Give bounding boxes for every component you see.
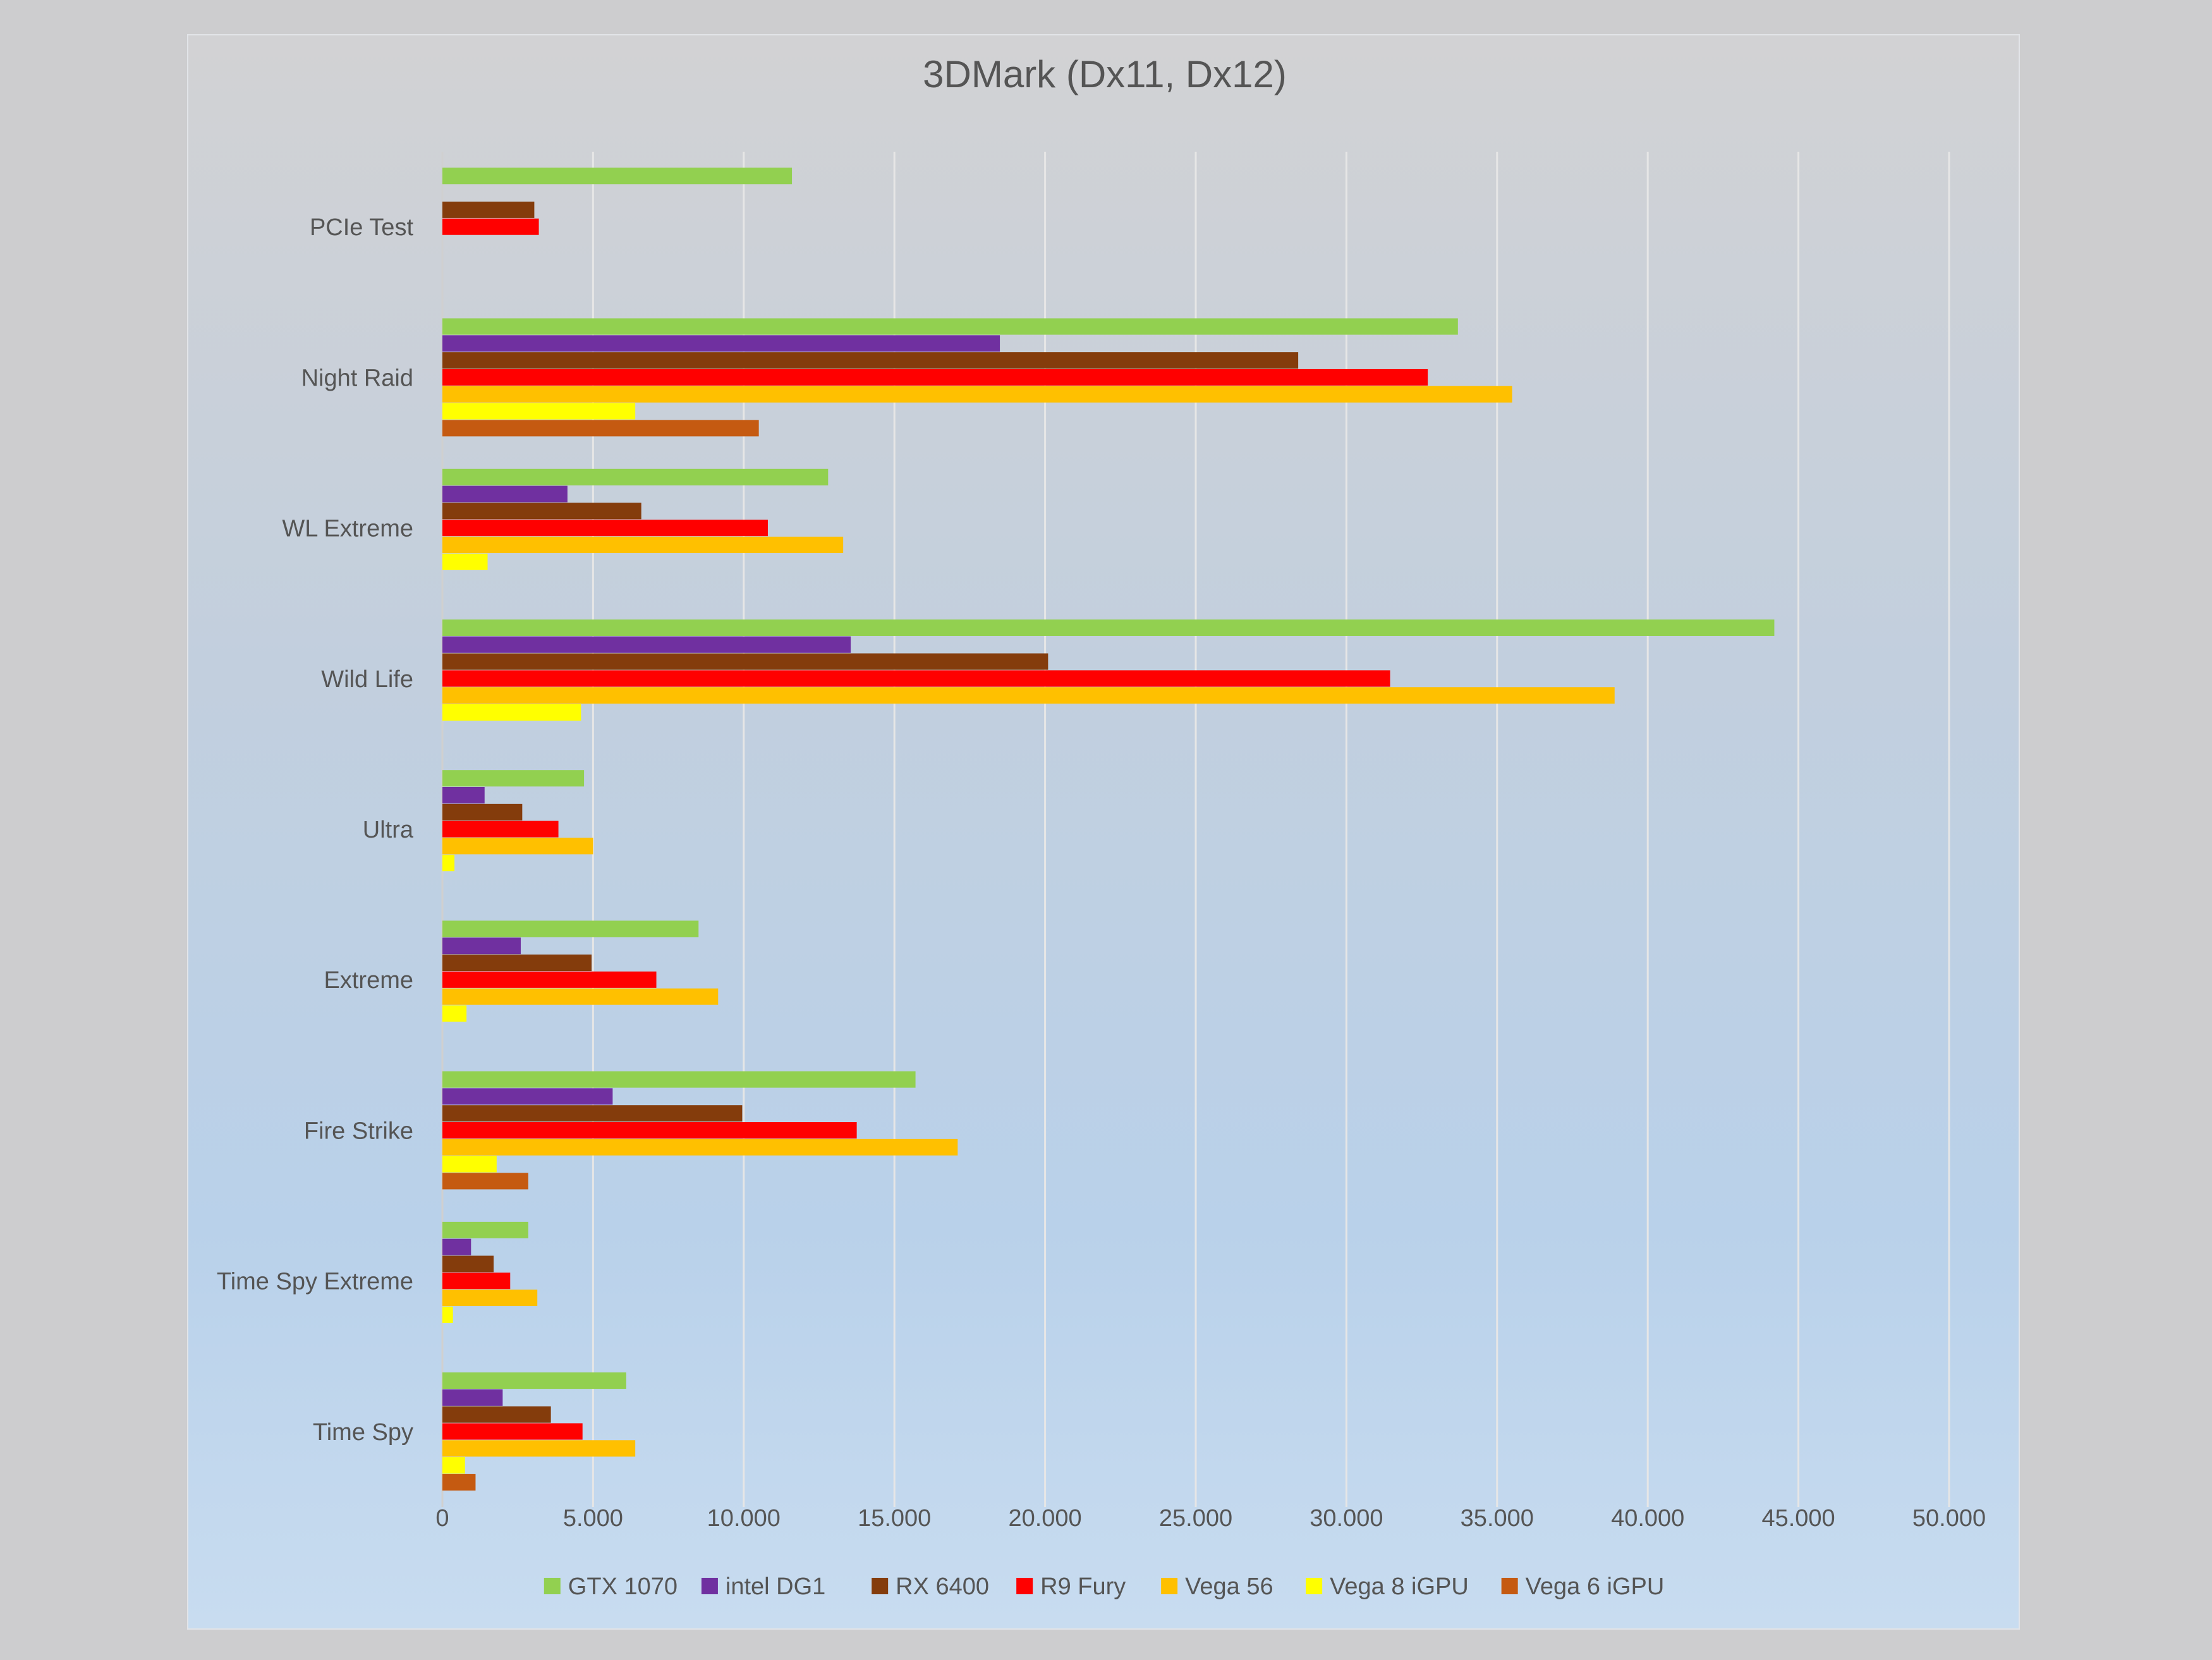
- bar-chart: 3DMark (Dx11, Dx12) Time Spy Time Spy Ext…: [217, 53, 1986, 1600]
- bar-intel-dg1-extreme: [442, 937, 521, 955]
- bar-vega-8-igpu-time-spy: [442, 1457, 465, 1474]
- bar-rx-6400-fire-strike: [442, 1105, 743, 1122]
- bar-rx-6400-night-raid: [442, 352, 1299, 369]
- x-tick-label: 10.000: [707, 1505, 781, 1532]
- category-label: Ultra: [363, 817, 414, 843]
- bar-rx-6400-extreme: [442, 955, 592, 972]
- bar-vega-6-igpu-fire-strike: [442, 1173, 528, 1190]
- category-label: Night Raid: [301, 365, 413, 391]
- x-tick-label: 20.000: [1008, 1505, 1081, 1532]
- legend-swatch-intel-dg1: [701, 1578, 718, 1594]
- legend-swatch-rx-6400: [872, 1578, 889, 1594]
- bar-rx-6400-wild-life: [442, 653, 1048, 670]
- x-tick-label: 0: [435, 1505, 449, 1532]
- bar-vega-56-extreme: [442, 988, 719, 1005]
- bar-gtx-1070-night-raid: [442, 318, 1458, 335]
- bar-r9-fury-pcie-test: [442, 218, 539, 235]
- legend-label-intel-dg1: intel DG1: [726, 1573, 825, 1600]
- bars: [442, 168, 1775, 1491]
- x-axis-tick-labels: 0 5.000 10.000 15.000 20.000 25.000 30.000 35.0…: [435, 1505, 1986, 1532]
- legend-label-vega-6-igpu: Vega 6 iGPU: [1526, 1573, 1665, 1600]
- category-label: Wild Life: [321, 666, 413, 693]
- category-label: PCIe Test: [310, 214, 413, 241]
- bar-rx-6400-time-spy: [442, 1406, 551, 1423]
- bar-vega-8-igpu-wild-life: [442, 704, 581, 721]
- bar-vega-56-fire-strike: [442, 1138, 958, 1156]
- x-tick-label: 45.000: [1761, 1505, 1835, 1532]
- bar-vega-56-ultra: [442, 838, 593, 855]
- legend: GTX 1070 intel DG1 RX 6400 R9 Fury Vega 56 Ve…: [544, 1573, 1665, 1600]
- category-label: Time Spy Extreme: [217, 1269, 413, 1295]
- chart-area: 3DMark (Dx11, Dx12) Time Spy Time Spy Ext…: [187, 34, 2020, 1630]
- bar-intel-dg1-fire-strike: [442, 1088, 613, 1105]
- bar-r9-fury-wild-life: [442, 670, 1390, 687]
- legend-label-r9-fury: R9 Fury: [1040, 1573, 1126, 1600]
- bar-r9-fury-ultra: [442, 821, 559, 838]
- category-label: Extreme: [324, 967, 413, 994]
- bar-vega-56-time-spy-extreme: [442, 1290, 538, 1307]
- chart-title: 3DMark (Dx11, Dx12): [923, 53, 1287, 95]
- bar-intel-dg1-time-spy: [442, 1389, 503, 1406]
- bar-r9-fury-time-spy: [442, 1423, 583, 1440]
- legend-label-vega-56: Vega 56: [1185, 1573, 1273, 1600]
- bar-vega-8-igpu-time-spy-extreme: [442, 1306, 453, 1323]
- x-tick-label: 50.000: [1912, 1505, 1986, 1532]
- bar-gtx-1070-extreme: [442, 920, 699, 937]
- x-tick-label: 35.000: [1461, 1505, 1534, 1532]
- bar-intel-dg1-night-raid: [442, 335, 1000, 352]
- bar-rx-6400-wl-extreme: [442, 503, 641, 520]
- legend-swatch-vega-8-igpu: [1306, 1578, 1323, 1594]
- legend-swatch-vega-56: [1161, 1578, 1178, 1594]
- bar-vega-8-igpu-ultra: [442, 855, 455, 872]
- bar-r9-fury-extreme: [442, 971, 657, 988]
- bar-vega-56-wl-extreme: [442, 536, 844, 553]
- legend-label-gtx-1070: GTX 1070: [568, 1573, 678, 1600]
- bar-r9-fury-night-raid: [442, 369, 1428, 386]
- legend-swatch-vega-6-igpu: [1501, 1578, 1518, 1594]
- bar-vega-8-igpu-extreme: [442, 1005, 467, 1022]
- x-tick-label: 25.000: [1159, 1505, 1232, 1532]
- bar-vega-8-igpu-night-raid: [442, 403, 636, 420]
- legend-label-rx-6400: RX 6400: [896, 1573, 989, 1600]
- bar-vega-56-night-raid: [442, 386, 1512, 403]
- legend-label-vega-8-igpu: Vega 8 iGPU: [1330, 1573, 1469, 1600]
- bar-gtx-1070-ultra: [442, 770, 585, 787]
- bar-vega-56-time-spy: [442, 1440, 636, 1457]
- bar-intel-dg1-wild-life: [442, 636, 851, 653]
- bar-vega-56-wild-life: [442, 687, 1615, 704]
- x-tick-label: 40.000: [1611, 1505, 1684, 1532]
- y-axis-labels: Time Spy Time Spy Extreme Fire Strike Extre…: [217, 214, 414, 1446]
- bar-vega-6-igpu-night-raid: [442, 420, 759, 437]
- bar-vega-6-igpu-time-spy: [442, 1474, 476, 1491]
- category-label: WL Extreme: [282, 516, 413, 542]
- bar-gtx-1070-time-spy: [442, 1372, 626, 1389]
- bar-gtx-1070-wild-life: [442, 619, 1775, 636]
- x-tick-label: 15.000: [858, 1505, 931, 1532]
- bar-gtx-1070-fire-strike: [442, 1071, 916, 1088]
- bar-gtx-1070-time-spy-extreme: [442, 1221, 528, 1238]
- category-label: Time Spy: [313, 1419, 413, 1446]
- legend-swatch-r9-fury: [1016, 1578, 1033, 1594]
- bar-intel-dg1-time-spy-extreme: [442, 1238, 471, 1255]
- bar-vega-8-igpu-wl-extreme: [442, 553, 488, 570]
- bar-vega-8-igpu-fire-strike: [442, 1156, 497, 1173]
- legend-swatch-gtx-1070: [544, 1578, 561, 1594]
- bar-r9-fury-time-spy-extreme: [442, 1272, 511, 1290]
- x-tick-label: 5.000: [563, 1505, 623, 1532]
- category-label: Fire Strike: [304, 1118, 413, 1144]
- bar-intel-dg1-wl-extreme: [442, 485, 568, 503]
- bar-intel-dg1-ultra: [442, 787, 485, 803]
- x-tick-label: 30.000: [1310, 1505, 1383, 1532]
- bar-r9-fury-wl-extreme: [442, 520, 768, 537]
- bar-rx-6400-time-spy-extreme: [442, 1255, 494, 1272]
- bar-gtx-1070-wl-extreme: [442, 468, 829, 485]
- bar-rx-6400-pcie-test: [442, 201, 535, 218]
- bar-gtx-1070-pcie-test: [442, 168, 793, 185]
- bar-r9-fury-fire-strike: [442, 1122, 857, 1139]
- bar-rx-6400-ultra: [442, 803, 523, 821]
